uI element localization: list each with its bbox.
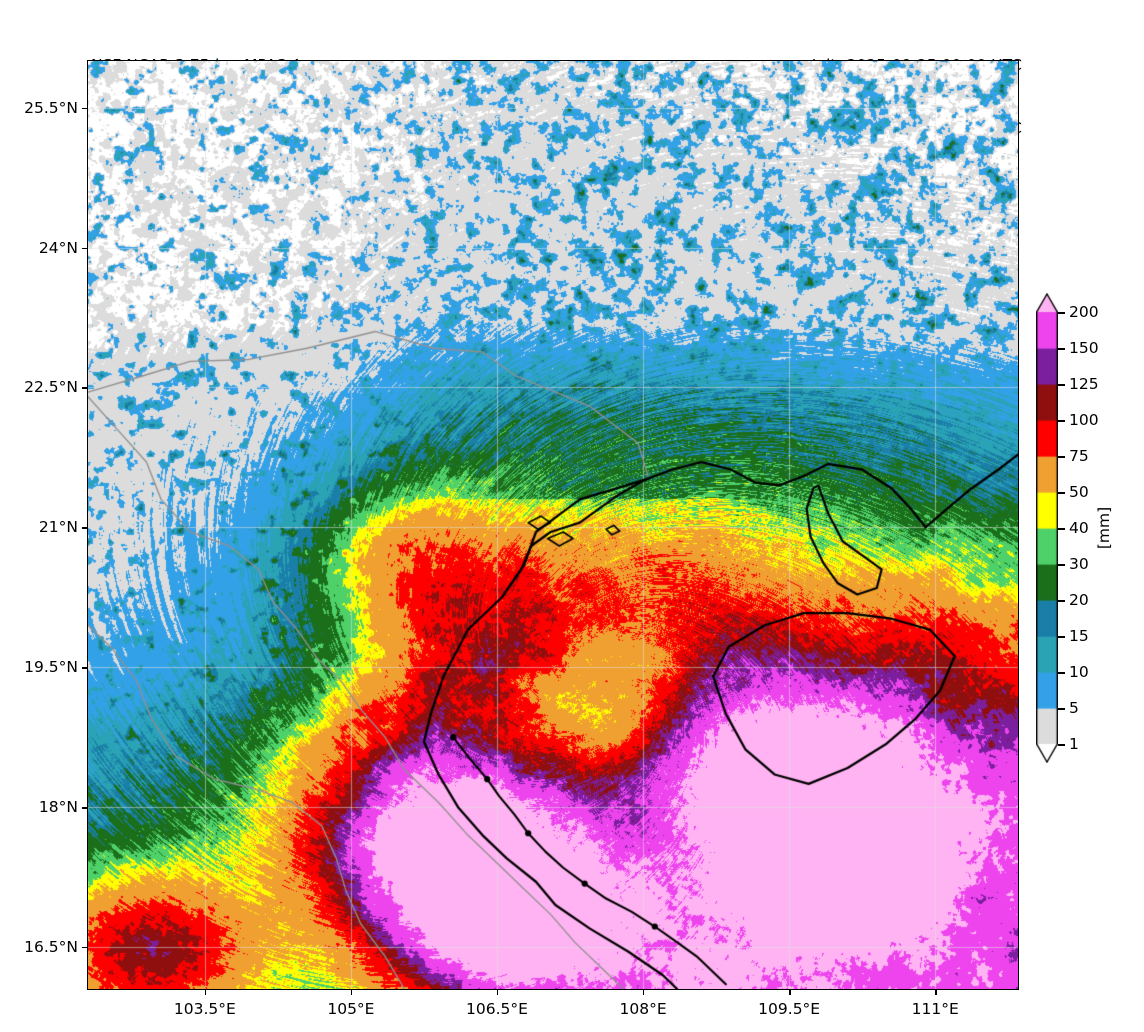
map-axes: 16.5°N 18°N 19.5°N 21°N 22.5°N 24°N 25.5°N 103.… [24, 60, 1019, 1018]
colorbar-units-label: [mm] [1095, 506, 1113, 550]
colorbar-tick-mark [1058, 492, 1065, 494]
colorbar-tick-mark [1058, 636, 1065, 638]
y-axis-tick-label: 19.5°N [24, 658, 78, 677]
colorbar-tick-label: 125 [1069, 375, 1099, 393]
colorbar-tick-label: 50 [1069, 483, 1089, 501]
colorbar-tick-mark [1058, 744, 1065, 746]
colorbar-tick-label: 150 [1069, 339, 1099, 357]
y-tick-mark [82, 387, 88, 389]
colorbar-tick-mark [1058, 312, 1065, 314]
y-axis-tick-label: 22.5°N [24, 378, 78, 397]
y-tick-mark [82, 947, 88, 949]
colorbar-tick-label: 15 [1069, 627, 1089, 645]
y-axis-tick-label: 24°N [38, 238, 78, 257]
colorbar-tick-label: 1 [1069, 735, 1079, 753]
x-axis-tick-label: 103.5°E [173, 1000, 236, 1018]
colorbar-tick-mark [1058, 348, 1065, 350]
x-tick-mark [643, 989, 645, 995]
x-tick-mark [789, 989, 791, 995]
colorbar-tick-mark [1058, 456, 1065, 458]
x-axis-tick-label: 108°E [619, 1000, 667, 1018]
y-axis-tick-label: 16.5°N [24, 938, 78, 957]
y-axis-tick-label: 25.5°N [24, 98, 78, 117]
y-tick-mark [82, 247, 88, 249]
x-axis-tick-label: 109.5°E [758, 1000, 821, 1018]
colorbar-gradient [1036, 293, 1058, 763]
x-tick-mark [204, 989, 207, 995]
colorbar-tick-mark [1058, 672, 1065, 674]
x-axis-tick-label: 105°E [327, 1000, 375, 1018]
y-axis-tick-label: 18°N [38, 798, 78, 817]
colorbar-tick-label: 10 [1069, 663, 1089, 681]
x-tick-mark [497, 989, 499, 995]
colorbar-tick-mark [1058, 384, 1065, 386]
x-axis-tick-label: 111°E [911, 1000, 959, 1018]
y-tick-mark [82, 107, 88, 110]
colorbar-tick-label: 5 [1069, 699, 1079, 717]
x-tick-mark [350, 989, 353, 995]
colorbar-tick-label: 75 [1069, 447, 1089, 465]
y-tick-mark [82, 667, 88, 669]
x-tick-mark [935, 989, 937, 995]
colorbar-tick-mark [1058, 528, 1065, 530]
colorbar-tick-label: 100 [1069, 411, 1099, 429]
colorbar: 1 5 10 15 20 30 40 50 75 100 125 150 200 [1036, 293, 1099, 763]
colorbar-tick-label: 20 [1069, 591, 1089, 609]
colorbar-tick-mark [1058, 564, 1065, 566]
x-axis-tick-label: 106.5°E [466, 1000, 528, 1018]
colorbar-tick-mark [1058, 708, 1065, 710]
colorbar-tick-mark [1058, 600, 1065, 602]
colorbar-tick-label: 40 [1069, 519, 1089, 537]
y-tick-mark [82, 527, 88, 529]
colorbar-tick-label: 30 [1069, 555, 1089, 573]
colorbar-tick-mark [1058, 420, 1065, 422]
colorbar-tick-label: 200 [1069, 303, 1099, 321]
y-tick-mark [82, 807, 88, 809]
precipitation-map [88, 61, 1018, 989]
y-axis-tick-label: 21°N [38, 518, 78, 537]
